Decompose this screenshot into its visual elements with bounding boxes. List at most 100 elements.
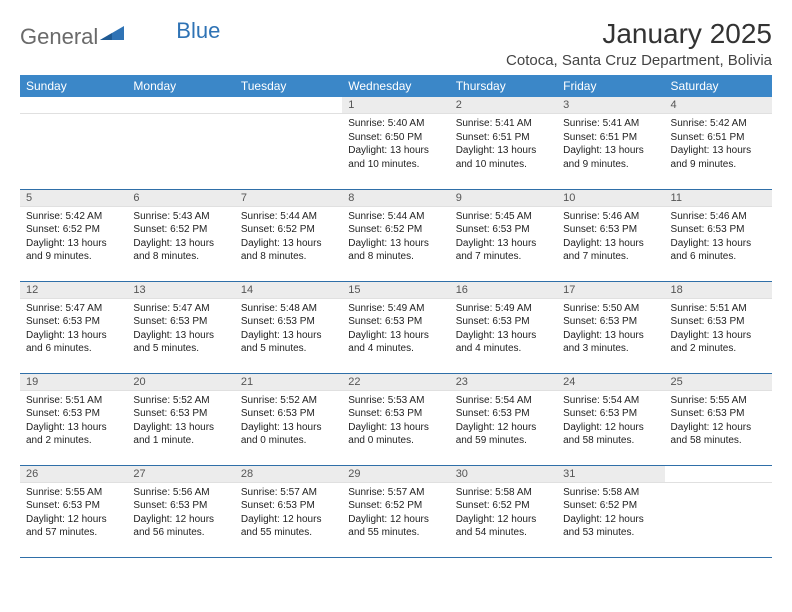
sunrise-text: Sunrise: 5:47 AM — [133, 302, 228, 316]
day-number: 15 — [342, 282, 449, 299]
day-body: Sunrise: 5:55 AMSunset: 6:53 PMDaylight:… — [665, 391, 772, 452]
day-cell: 11Sunrise: 5:46 AMSunset: 6:53 PMDayligh… — [665, 189, 772, 281]
day-body — [20, 114, 127, 121]
day-cell: 21Sunrise: 5:52 AMSunset: 6:53 PMDayligh… — [235, 373, 342, 465]
day-cell: 20Sunrise: 5:52 AMSunset: 6:53 PMDayligh… — [127, 373, 234, 465]
day-body: Sunrise: 5:54 AMSunset: 6:53 PMDaylight:… — [450, 391, 557, 452]
day-cell: 4Sunrise: 5:42 AMSunset: 6:51 PMDaylight… — [665, 97, 772, 189]
daylight-text: Daylight: 12 hours and 58 minutes. — [671, 421, 766, 448]
day-number: 18 — [665, 282, 772, 299]
day-body — [235, 114, 342, 121]
day-number: 7 — [235, 190, 342, 207]
daylight-text: Daylight: 13 hours and 8 minutes. — [348, 237, 443, 264]
day-number: 1 — [342, 97, 449, 114]
day-cell — [127, 97, 234, 189]
day-body: Sunrise: 5:42 AMSunset: 6:51 PMDaylight:… — [665, 114, 772, 175]
day-body: Sunrise: 5:47 AMSunset: 6:53 PMDaylight:… — [127, 299, 234, 360]
sunset-text: Sunset: 6:53 PM — [133, 315, 228, 329]
day-number — [127, 97, 234, 114]
day-body: Sunrise: 5:50 AMSunset: 6:53 PMDaylight:… — [557, 299, 664, 360]
sunset-text: Sunset: 6:53 PM — [563, 407, 658, 421]
day-cell: 12Sunrise: 5:47 AMSunset: 6:53 PMDayligh… — [20, 281, 127, 373]
day-cell: 16Sunrise: 5:49 AMSunset: 6:53 PMDayligh… — [450, 281, 557, 373]
weekday-header: Sunday — [20, 75, 127, 97]
day-number — [20, 97, 127, 114]
daylight-text: Daylight: 12 hours and 54 minutes. — [456, 513, 551, 540]
sunrise-text: Sunrise: 5:57 AM — [241, 486, 336, 500]
day-number: 28 — [235, 466, 342, 483]
day-number: 31 — [557, 466, 664, 483]
week-row: 5Sunrise: 5:42 AMSunset: 6:52 PMDaylight… — [20, 189, 772, 281]
day-number: 4 — [665, 97, 772, 114]
location: Cotoca, Santa Cruz Department, Bolivia — [506, 52, 772, 69]
sunrise-text: Sunrise: 5:51 AM — [671, 302, 766, 316]
sunrise-text: Sunrise: 5:41 AM — [456, 117, 551, 131]
day-cell — [665, 465, 772, 557]
sunrise-text: Sunrise: 5:40 AM — [348, 117, 443, 131]
day-body: Sunrise: 5:53 AMSunset: 6:53 PMDaylight:… — [342, 391, 449, 452]
sunset-text: Sunset: 6:53 PM — [456, 315, 551, 329]
sunset-text: Sunset: 6:51 PM — [563, 131, 658, 145]
calendar-page: General Blue January 2025 Cotoca, Santa … — [0, 0, 792, 558]
day-body: Sunrise: 5:56 AMSunset: 6:53 PMDaylight:… — [127, 483, 234, 544]
day-body — [127, 114, 234, 121]
day-number: 29 — [342, 466, 449, 483]
sunrise-text: Sunrise: 5:55 AM — [671, 394, 766, 408]
day-cell: 2Sunrise: 5:41 AMSunset: 6:51 PMDaylight… — [450, 97, 557, 189]
sunrise-text: Sunrise: 5:44 AM — [348, 210, 443, 224]
day-number: 9 — [450, 190, 557, 207]
day-number: 17 — [557, 282, 664, 299]
day-cell: 27Sunrise: 5:56 AMSunset: 6:53 PMDayligh… — [127, 465, 234, 557]
day-number: 3 — [557, 97, 664, 114]
day-cell: 24Sunrise: 5:54 AMSunset: 6:53 PMDayligh… — [557, 373, 664, 465]
month-title: January 2025 — [506, 18, 772, 50]
sunset-text: Sunset: 6:53 PM — [348, 315, 443, 329]
day-cell: 9Sunrise: 5:45 AMSunset: 6:53 PMDaylight… — [450, 189, 557, 281]
sunset-text: Sunset: 6:51 PM — [456, 131, 551, 145]
daylight-text: Daylight: 12 hours and 55 minutes. — [241, 513, 336, 540]
sunrise-text: Sunrise: 5:49 AM — [456, 302, 551, 316]
sunrise-text: Sunrise: 5:47 AM — [26, 302, 121, 316]
day-body: Sunrise: 5:43 AMSunset: 6:52 PMDaylight:… — [127, 207, 234, 268]
day-cell: 5Sunrise: 5:42 AMSunset: 6:52 PMDaylight… — [20, 189, 127, 281]
day-number: 19 — [20, 374, 127, 391]
sunset-text: Sunset: 6:52 PM — [241, 223, 336, 237]
daylight-text: Daylight: 13 hours and 2 minutes. — [26, 421, 121, 448]
daylight-text: Daylight: 12 hours and 59 minutes. — [456, 421, 551, 448]
day-body: Sunrise: 5:47 AMSunset: 6:53 PMDaylight:… — [20, 299, 127, 360]
daylight-text: Daylight: 13 hours and 7 minutes. — [563, 237, 658, 264]
day-cell: 8Sunrise: 5:44 AMSunset: 6:52 PMDaylight… — [342, 189, 449, 281]
day-body: Sunrise: 5:41 AMSunset: 6:51 PMDaylight:… — [450, 114, 557, 175]
day-number: 6 — [127, 190, 234, 207]
sunrise-text: Sunrise: 5:48 AM — [241, 302, 336, 316]
daylight-text: Daylight: 13 hours and 4 minutes. — [348, 329, 443, 356]
day-cell: 26Sunrise: 5:55 AMSunset: 6:53 PMDayligh… — [20, 465, 127, 557]
day-body: Sunrise: 5:41 AMSunset: 6:51 PMDaylight:… — [557, 114, 664, 175]
day-cell: 30Sunrise: 5:58 AMSunset: 6:52 PMDayligh… — [450, 465, 557, 557]
logo-text-a: General — [20, 24, 98, 50]
week-row: 1Sunrise: 5:40 AMSunset: 6:50 PMDaylight… — [20, 97, 772, 189]
day-cell — [235, 97, 342, 189]
day-number: 8 — [342, 190, 449, 207]
daylight-text: Daylight: 13 hours and 6 minutes. — [26, 329, 121, 356]
day-body: Sunrise: 5:57 AMSunset: 6:52 PMDaylight:… — [342, 483, 449, 544]
sunset-text: Sunset: 6:53 PM — [133, 499, 228, 513]
sunrise-text: Sunrise: 5:55 AM — [26, 486, 121, 500]
day-number: 13 — [127, 282, 234, 299]
day-cell: 17Sunrise: 5:50 AMSunset: 6:53 PMDayligh… — [557, 281, 664, 373]
week-row: 26Sunrise: 5:55 AMSunset: 6:53 PMDayligh… — [20, 465, 772, 557]
sunrise-text: Sunrise: 5:42 AM — [26, 210, 121, 224]
logo-triangle-icon — [100, 26, 124, 49]
day-cell: 15Sunrise: 5:49 AMSunset: 6:53 PMDayligh… — [342, 281, 449, 373]
daylight-text: Daylight: 13 hours and 8 minutes. — [241, 237, 336, 264]
daylight-text: Daylight: 13 hours and 3 minutes. — [563, 329, 658, 356]
sunset-text: Sunset: 6:53 PM — [456, 223, 551, 237]
sunset-text: Sunset: 6:52 PM — [26, 223, 121, 237]
day-body: Sunrise: 5:44 AMSunset: 6:52 PMDaylight:… — [235, 207, 342, 268]
sunrise-text: Sunrise: 5:52 AM — [133, 394, 228, 408]
sunrise-text: Sunrise: 5:54 AM — [563, 394, 658, 408]
sunset-text: Sunset: 6:53 PM — [671, 223, 766, 237]
weekday-header: Wednesday — [342, 75, 449, 97]
sunset-text: Sunset: 6:53 PM — [241, 315, 336, 329]
day-body — [665, 483, 772, 490]
